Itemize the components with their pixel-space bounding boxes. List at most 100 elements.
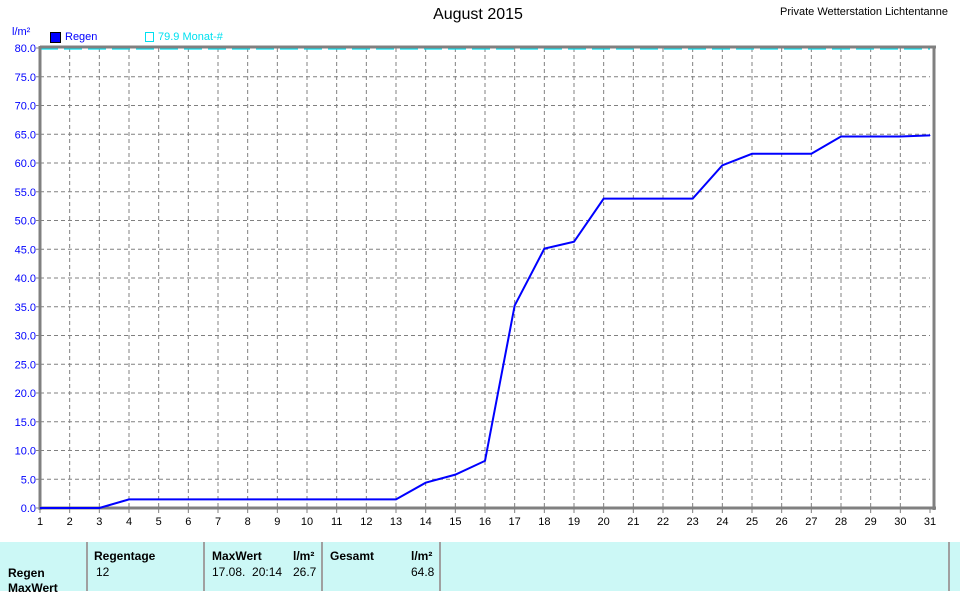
row-label-regen: Regen (8, 566, 45, 580)
label-column: Regen MaxWert (0, 542, 88, 595)
data-point-regen (929, 134, 931, 136)
y-axis-unit: l/m² (12, 26, 31, 38)
data-point-regen (751, 153, 753, 155)
data-point-regen (840, 136, 842, 138)
maxwert-time: 17.08. 20:14 (212, 565, 283, 579)
x-tick-label: 13 (390, 516, 402, 528)
x-tick-label: 3 (96, 516, 102, 528)
data-point-regen (721, 164, 723, 166)
data-point-regen (306, 498, 308, 500)
x-tick-label: 16 (479, 516, 491, 528)
data-point-regen (603, 198, 605, 200)
x-tick-label: 6 (185, 516, 191, 528)
data-point-regen (276, 498, 278, 500)
x-tick-label: 9 (274, 516, 280, 528)
x-tick-label: 2 (67, 516, 73, 528)
x-tick-label: 10 (301, 516, 313, 528)
maxwert-column: MaxWert l/m² 17.08. 20:14 26.7 (205, 542, 323, 591)
x-tick-label: 14 (420, 516, 432, 528)
y-tick-label: 40.0 (15, 273, 36, 285)
data-point-regen (454, 474, 456, 476)
data-point-regen (365, 498, 367, 500)
data-point-regen (543, 248, 545, 250)
maxwert-unit: l/m² (293, 549, 315, 563)
x-tick-label: 18 (538, 516, 550, 528)
maxwert-header: MaxWert (212, 549, 262, 563)
y-tick-label: 70.0 (15, 101, 36, 113)
data-point-regen (425, 482, 427, 484)
data-point-regen (781, 153, 783, 155)
legend-label-monat: 79.9 Monat-# (158, 31, 223, 43)
data-point-regen (692, 198, 694, 200)
data-point-regen (573, 241, 575, 243)
x-tick-label: 25 (746, 516, 758, 528)
data-point-regen (395, 498, 397, 500)
x-tick-label: 27 (805, 516, 817, 528)
data-point-regen (514, 305, 516, 307)
y-tick-label: 25.0 (15, 359, 36, 371)
data-point-regen (98, 507, 100, 509)
y-tick-label: 20.0 (15, 388, 36, 400)
gesamt-column: Gesamt l/m² 64.8 (323, 542, 441, 591)
y-tick-label: 60.0 (15, 158, 36, 170)
data-point-regen (128, 498, 130, 500)
x-tick-label: 12 (360, 516, 372, 528)
y-tick-label: 35.0 (15, 302, 36, 314)
x-tick-label: 5 (156, 516, 162, 528)
data-point-regen (336, 498, 338, 500)
data-point-regen (39, 507, 41, 509)
x-tick-label: 8 (245, 516, 251, 528)
regentage-value: 12 (96, 565, 110, 579)
y-tick-label: 75.0 (15, 72, 36, 84)
y-tick-label: 10.0 (15, 446, 36, 458)
x-tick-label: 23 (687, 516, 699, 528)
data-point-regen (810, 153, 812, 155)
legend-monat: 79.9 Monat-# (145, 31, 223, 43)
data-point-regen (870, 136, 872, 138)
x-tick-label: 1 (37, 516, 43, 528)
legend-swatch-regen (50, 31, 61, 43)
x-tick-label: 28 (835, 516, 847, 528)
y-tick-label: 80.0 (15, 43, 36, 55)
x-tick-label: 21 (627, 516, 639, 528)
row-label-maxwert: MaxWert (8, 581, 58, 595)
x-tick-label: 11 (331, 516, 342, 528)
regentage-column: Regentage 12 (88, 542, 205, 591)
legend-swatch-monat (145, 32, 154, 42)
y-tick-label: 0.0 (21, 503, 36, 515)
data-point-regen (187, 498, 189, 500)
y-tick-label: 45.0 (15, 244, 36, 256)
x-tick-label: 20 (598, 516, 610, 528)
x-tick-label: 4 (126, 516, 132, 528)
y-tick-label: 5.0 (21, 474, 36, 486)
maxwert-value: 26.7 (293, 565, 317, 579)
data-point-regen (158, 498, 160, 500)
y-tick-label: 55.0 (15, 187, 36, 199)
y-tick-label: 50.0 (15, 216, 36, 228)
x-tick-label: 31 (924, 516, 936, 528)
data-point-regen (69, 507, 71, 509)
x-tick-label: 7 (215, 516, 221, 528)
data-point-regen (217, 498, 219, 500)
y-tick-label: 65.0 (15, 129, 36, 141)
gesamt-unit: l/m² (411, 549, 433, 563)
legend-regen: Regen (50, 31, 97, 43)
x-tick-label: 17 (509, 516, 521, 528)
empty-column (441, 542, 950, 591)
x-tick-label: 15 (449, 516, 461, 528)
legend-label-regen: Regen (65, 31, 98, 43)
data-point-regen (247, 498, 249, 500)
x-tick-label: 30 (894, 516, 906, 528)
x-tick-label: 29 (865, 516, 877, 528)
data-point-regen (632, 198, 634, 200)
rain-chart: 0.0 5.0 10.0 15.0 20.0 25.0 30.0 35.0 40.0 45.0 50… (15, 43, 937, 528)
station-name: Private Wetterstation Lichtentanne (780, 6, 948, 18)
y-tick-label: 15.0 (15, 417, 36, 429)
data-point-regen (484, 460, 486, 462)
y-tick-label: 30.0 (15, 331, 36, 343)
gesamt-header: Gesamt (330, 549, 375, 563)
gesamt-value: 64.8 (411, 565, 435, 579)
x-tick-label: 19 (568, 516, 580, 528)
x-tick-label: 26 (776, 516, 788, 528)
data-point-regen (662, 198, 664, 200)
